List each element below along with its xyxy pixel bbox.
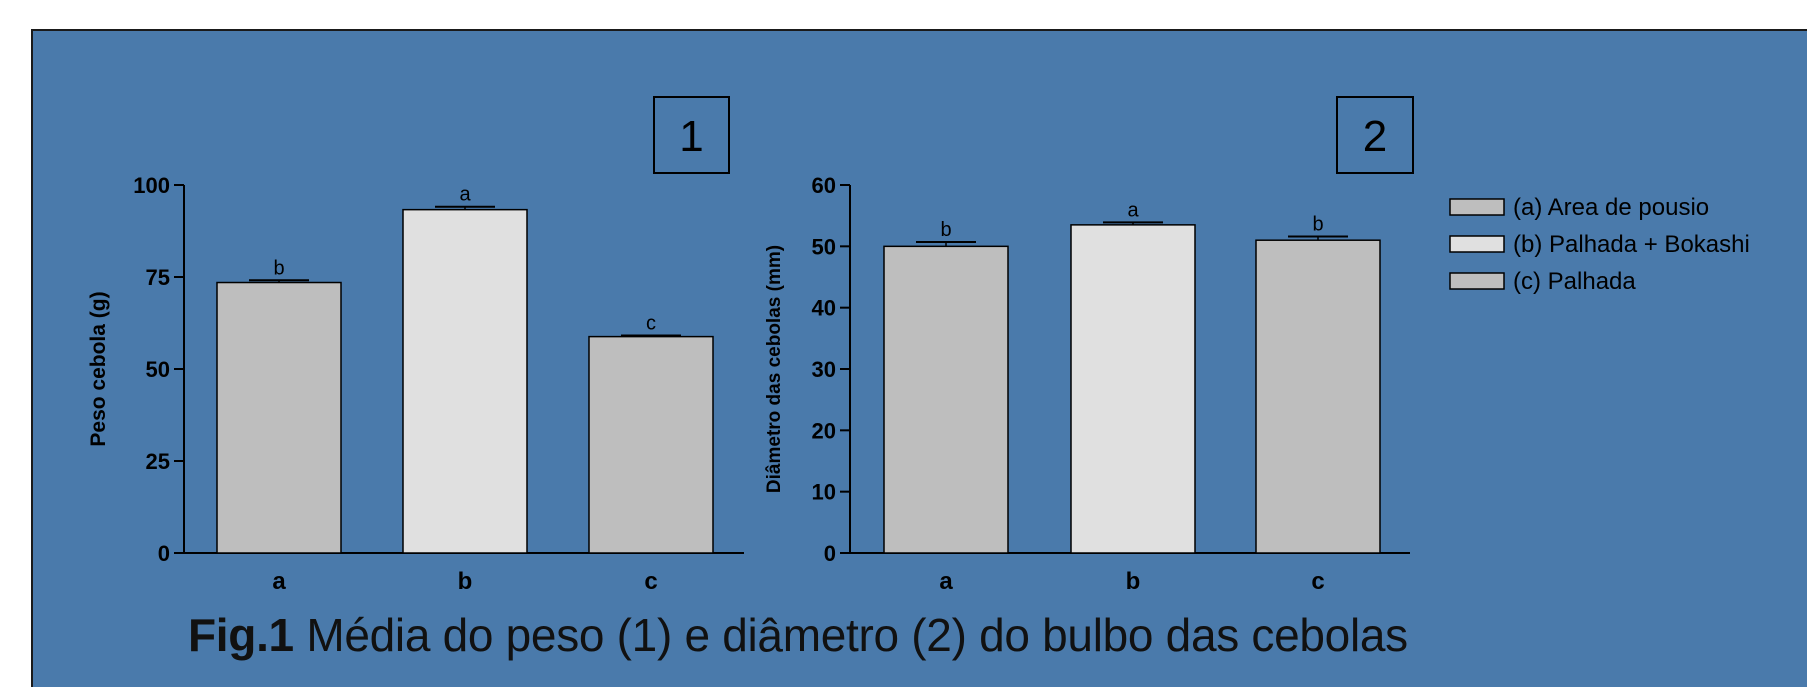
chart-2-bar-a (883, 245, 1009, 554)
chart-2-significance-label: b (940, 219, 951, 241)
legend-swatch-2 (1449, 272, 1505, 290)
chart-2-x-tick-label: c (1311, 568, 1324, 595)
chart-1-y-tick-label: 0 (158, 541, 170, 566)
legend-label-1: (b) Palhada + Bokashi (1513, 231, 1750, 258)
chart-1-y-tick-label: 50 (146, 357, 170, 382)
legend-swatch-0 (1449, 198, 1505, 216)
chart-2-y-label: Diâmetro das cebolas (mm) (764, 245, 785, 493)
legend-label-2: (c) Palhada (1513, 268, 1636, 295)
chart-1-significance-label: b (273, 257, 284, 279)
chart-2-y-tick-label: 30 (812, 357, 836, 382)
caption-prefix: Fig.1 (188, 609, 294, 661)
chart-2-y-tick-label: 60 (812, 173, 836, 198)
chart-1-y-label: Peso cebola (g) (87, 291, 110, 446)
legend-label-0: (a) Area de pousio (1513, 194, 1709, 221)
chart-2-x-tick-label: a (939, 568, 953, 595)
caption-text: Média do peso (1) e diâmetro (2) do bulb… (293, 609, 1408, 661)
chart-2-significance-label: a (1127, 199, 1139, 221)
chart-2-y-tick-label: 0 (824, 541, 836, 566)
chart-1-y-tick-label: 75 (146, 265, 170, 290)
chart-1-x-tick-label: b (458, 568, 473, 595)
chart-1-panel-box (653, 96, 730, 174)
legend-swatch-1 (1449, 235, 1505, 253)
chart-1-x-tick-label: c (644, 568, 657, 595)
chart-2-bar-c (1255, 239, 1381, 554)
figure-caption: Fig.1 Média do peso (1) e diâmetro (2) d… (188, 608, 1408, 662)
chart-1-y-tick-label: 100 (133, 173, 170, 198)
chart-2-panel-box (1336, 96, 1414, 174)
chart-1-bar-c (588, 335, 714, 554)
chart-1-significance-label: c (646, 313, 656, 335)
chart-2-significance-label: b (1312, 214, 1323, 236)
chart-1-x-tick-label: a (272, 568, 286, 595)
chart-2-x-tick-label: b (1126, 568, 1141, 595)
chart-1-y-tick-label: 25 (146, 449, 170, 474)
chart-1-significance-label: a (459, 184, 471, 206)
chart-2-y-tick-label: 40 (812, 296, 836, 321)
chart-1-panel-number: 1 (679, 112, 703, 161)
chart-1-bar-a (216, 281, 342, 554)
chart-2-y-tick-label: 20 (812, 418, 836, 443)
chart-1-bar-b (402, 208, 528, 554)
chart-2-y-tick-label: 50 (812, 234, 836, 259)
chart-2-panel-number: 2 (1363, 112, 1387, 161)
chart-2-y-tick-label: 10 (812, 480, 836, 505)
chart-2-bar-b (1070, 224, 1196, 554)
